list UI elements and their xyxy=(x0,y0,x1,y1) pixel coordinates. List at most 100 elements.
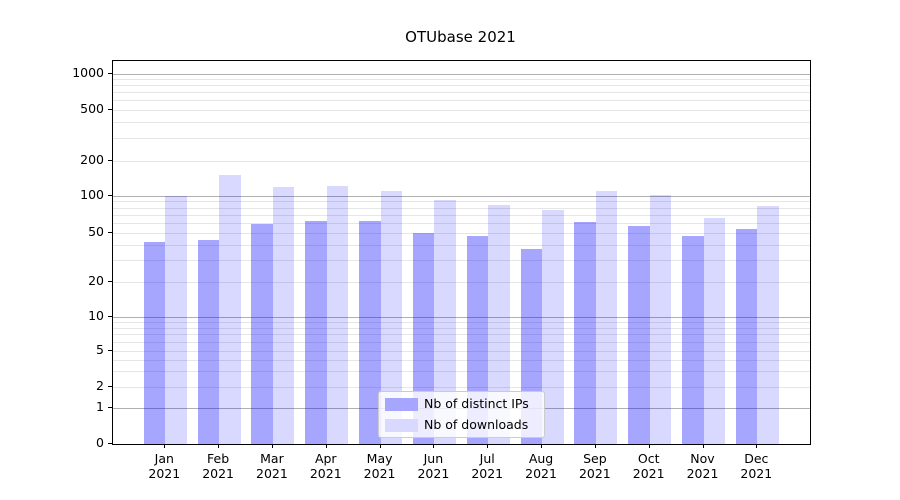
gridline-minor xyxy=(113,244,810,246)
gridline-minor xyxy=(113,201,810,203)
gridline-minor xyxy=(113,92,810,94)
legend-item-downloads: Nb of downloads xyxy=(385,418,538,432)
bar-downloads-may xyxy=(380,190,403,444)
x-tick-label: Jun 2021 xyxy=(417,451,450,481)
gridline-minor xyxy=(113,334,810,336)
x-tick-mark xyxy=(325,444,327,448)
gridline-minor xyxy=(113,214,810,216)
x-tick-mark xyxy=(218,444,220,448)
bar-distinct-ips-nov xyxy=(682,236,704,444)
y-tick-label: 2 xyxy=(96,377,104,393)
plot-area: Nb of distinct IPs Nb of downloads xyxy=(112,60,811,445)
x-tick-mark xyxy=(433,444,435,448)
gridline-minor xyxy=(113,109,810,111)
x-tick-mark xyxy=(756,444,758,448)
y-tick-label: 100 xyxy=(80,186,104,202)
gridline-minor xyxy=(113,232,810,234)
y-tick-mark xyxy=(108,385,112,387)
x-tick-mark xyxy=(648,444,650,448)
x-tick-mark xyxy=(379,444,381,448)
y-tick-mark xyxy=(108,315,112,317)
x-tick-label: Nov 2021 xyxy=(686,451,719,481)
bar-distinct-ips-oct xyxy=(628,225,650,444)
legend-label-distinct-ips: Nb of distinct IPs xyxy=(424,396,529,411)
gridline-minor xyxy=(113,85,810,87)
gridline-minor xyxy=(113,79,810,81)
gridline-major xyxy=(113,73,810,75)
y-tick-mark xyxy=(108,350,112,352)
y-tick-label: 10 xyxy=(88,307,104,323)
x-tick-mark xyxy=(541,444,543,448)
y-tick-label: 500 xyxy=(80,100,104,116)
x-tick-label: Feb 2021 xyxy=(202,451,235,481)
gridline-minor xyxy=(113,342,810,344)
bar-downloads-sep xyxy=(595,190,618,444)
legend-label-downloads: Nb of downloads xyxy=(424,417,529,432)
y-tick-label: 1 xyxy=(96,399,104,415)
y-tick-mark xyxy=(108,159,112,161)
gridline-minor xyxy=(113,100,810,102)
gridline-minor xyxy=(113,122,810,124)
gridline-minor xyxy=(113,327,810,329)
y-tick-label: 5 xyxy=(96,342,104,358)
gridline-minor xyxy=(113,260,810,262)
x-tick-label: Oct 2021 xyxy=(632,451,665,481)
bar-downloads-mar xyxy=(272,186,295,444)
gridline-minor xyxy=(113,207,810,209)
x-tick-label: Jan 2021 xyxy=(148,451,181,481)
bar-distinct-ips-dec xyxy=(735,228,758,444)
x-tick-label: Apr 2021 xyxy=(309,451,342,481)
y-tick-mark xyxy=(108,194,112,196)
gridline-minor xyxy=(113,370,810,372)
y-tick-mark xyxy=(108,72,112,74)
bar-downloads-feb xyxy=(219,175,241,444)
gridline-minor xyxy=(113,321,810,323)
gridline-minor xyxy=(113,351,810,353)
x-tick-label: Aug 2021 xyxy=(525,451,557,481)
bar-downloads-jun xyxy=(434,199,456,444)
bar-downloads-oct xyxy=(649,194,672,444)
x-tick-mark xyxy=(594,444,596,448)
bar-downloads-nov xyxy=(703,217,725,444)
bar-distinct-ips-may xyxy=(359,221,381,444)
y-tick-label: 0 xyxy=(96,435,104,450)
bar-distinct-ips-sep xyxy=(574,222,596,444)
y-tick-label: 1000 xyxy=(72,64,104,80)
y-tick-mark xyxy=(108,108,112,110)
gridline-minor xyxy=(113,359,810,361)
chart-title: OTUbase 2021 xyxy=(405,28,516,46)
gridline-minor xyxy=(113,386,810,388)
y-tick-mark xyxy=(108,281,112,283)
x-tick-mark xyxy=(487,444,489,448)
bar-downloads-aug xyxy=(542,209,564,444)
y-tick-mark xyxy=(108,407,112,409)
x-tick-mark xyxy=(164,444,166,448)
legend-swatch-distinct-ips xyxy=(385,397,418,411)
legend-swatch-downloads xyxy=(385,418,418,432)
bar-distinct-ips-mar xyxy=(251,223,273,444)
x-tick-label: Sep 2021 xyxy=(578,451,611,481)
x-tick-label: Dec 2021 xyxy=(740,451,773,481)
bar-downloads-dec xyxy=(757,205,779,444)
bar-distinct-ips-feb xyxy=(197,239,220,444)
x-tick-mark xyxy=(702,444,704,448)
y-tick-label: 50 xyxy=(88,223,104,239)
bar-distinct-ips-jan xyxy=(143,242,166,444)
legend: Nb of distinct IPs Nb of downloads xyxy=(378,391,545,438)
x-tick-label: May 2021 xyxy=(363,451,396,481)
y-tick-mark xyxy=(108,231,112,233)
gridline-minor xyxy=(113,282,810,284)
bar-distinct-ips-apr xyxy=(305,221,327,444)
x-tick-mark xyxy=(271,444,273,448)
y-tick-label: 200 xyxy=(80,151,104,167)
x-tick-label: Mar 2021 xyxy=(256,451,288,481)
y-tick-mark xyxy=(108,443,112,444)
legend-item-distinct-ips: Nb of distinct IPs xyxy=(385,397,538,411)
gridline-major xyxy=(113,316,810,318)
x-tick-label: Jul 2021 xyxy=(471,451,504,481)
y-tick-label: 20 xyxy=(88,273,104,289)
bar-downloads-apr xyxy=(326,185,349,444)
gridline-minor xyxy=(113,138,810,140)
gridline-minor xyxy=(113,223,810,225)
